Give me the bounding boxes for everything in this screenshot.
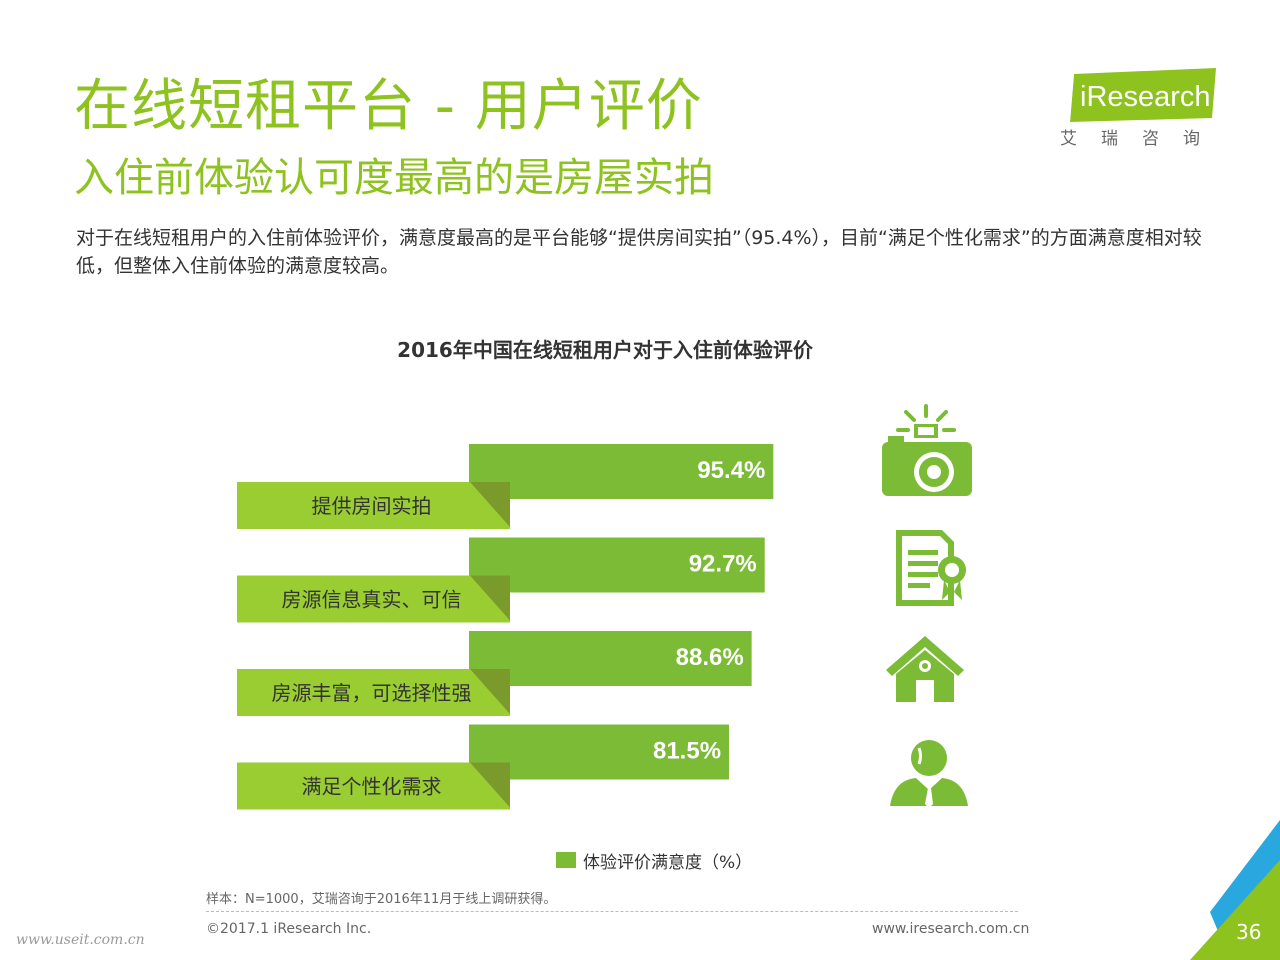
value-label-3: 81.5% [653, 738, 721, 765]
page-subtitle: 入住前体验认可度最高的是房屋实拍 [74, 155, 714, 201]
lead-paragraph: 对于在线短租用户的入住前体验评价，满意度最高的是平台能够“提供房间实拍”（95.… [76, 227, 1202, 277]
iresearch-logo: iResearch 艾瑞咨询 [1056, 68, 1224, 152]
tab-fold-2 [470, 669, 510, 714]
bar-2 [469, 631, 752, 686]
category-tab-0 [237, 482, 510, 529]
value-label-2: 88.6% [676, 644, 744, 671]
category-tab-3 [237, 762, 510, 810]
certificate-icon [896, 530, 966, 606]
value-label-0: 95.4% [697, 457, 765, 484]
legend-label: 体验评价满意度（%） [583, 852, 753, 873]
bar-0 [469, 444, 774, 499]
logo-brand-cn: 艾瑞咨询 [1060, 129, 1224, 149]
tab-fold-3 [470, 762, 510, 808]
watermark-text: www.useit.com.cn [16, 932, 145, 948]
website-link[interactable]: www.iresearch.com.cn [872, 921, 1030, 937]
value-label-1: 92.7% [689, 551, 757, 578]
bar-chart: 95.4% 92.7% 88.6% 81.5% 提供房间实拍房源信息真实、可信房源丰富… [237, 444, 774, 810]
person-icon [890, 740, 968, 808]
page-title: 在线短租平台 - 用户评价 [74, 74, 703, 139]
category-label-1: 房源信息真实、可信 [282, 588, 462, 612]
logo-badge: iResearch [1066, 68, 1216, 122]
tab-fold-1 [470, 575, 510, 621]
legend-swatch [556, 852, 576, 868]
category-tab-1 [237, 575, 510, 623]
category-label-3: 满足个性化需求 [302, 775, 442, 799]
category-label-0: 提供房间实拍 [312, 494, 432, 518]
category-label-2: 房源丰富，可选择性强 [272, 681, 472, 705]
copyright-text: ©2017.1 iResearch Inc. [206, 921, 372, 937]
logo-brand-text: iResearch [1080, 81, 1211, 113]
house-icon [886, 636, 964, 702]
source-note: 样本：N=1000，艾瑞咨询于2016年11月于线上调研获得。 [206, 892, 557, 907]
page-number: 36 [1236, 920, 1262, 944]
bar-1 [469, 537, 765, 593]
footer-divider [206, 911, 1018, 912]
tab-fold-0 [470, 482, 510, 527]
camera-icon [882, 404, 972, 496]
category-tab-2 [237, 669, 510, 716]
chart-title: 2016年中国在线短租用户对于入住前体验评价 [397, 338, 813, 362]
chart-legend: 体验评价满意度（%） [556, 849, 753, 873]
bar-3 [469, 724, 729, 780]
corner-decoration [1190, 820, 1280, 960]
